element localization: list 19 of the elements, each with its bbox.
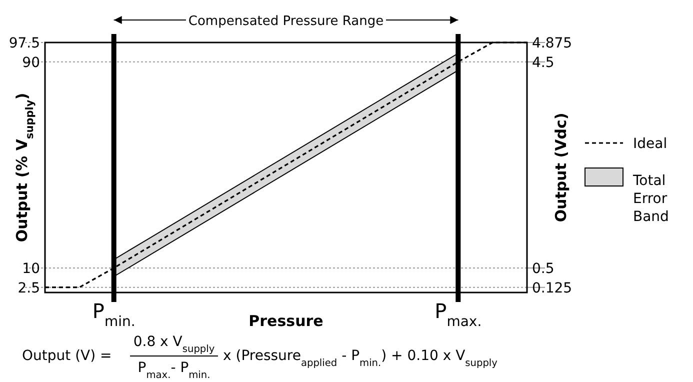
y2-tick-label: 0.125 bbox=[532, 280, 572, 296]
text: Compensated Pressure Range bbox=[188, 14, 384, 29]
text: Total Error Band bbox=[632, 173, 669, 225]
y2-tick-label: 4.875 bbox=[532, 36, 572, 52]
y2-tick-label: 4.5 bbox=[532, 54, 554, 71]
y-tick-label: 2.5 bbox=[18, 280, 40, 296]
x-tick-label: P$_{min.}$ bbox=[92, 299, 136, 330]
text: Output (V) = bbox=[22, 348, 112, 364]
text: x (Pressure$_{applied}$ - P$_{min.}$) + 0.10 x V$_{supply}$ bbox=[223, 348, 498, 368]
y2-tick-label: 0.5 bbox=[532, 261, 554, 278]
y-tick-label: 90 bbox=[22, 54, 40, 71]
legend-label: Ideal bbox=[633, 136, 668, 152]
y-tick-label: 97.5 bbox=[8, 36, 40, 52]
text: 0.8 x V$_{supply}$ bbox=[133, 334, 215, 354]
x-tick-label: P$_{max.}$ bbox=[434, 299, 482, 330]
y2-axis-title: Output (Vdc) bbox=[552, 112, 570, 222]
text: P$_{max.}$- P$_{min.}$ bbox=[138, 360, 210, 380]
y-tick-label: 10 bbox=[22, 261, 40, 278]
x-axis-title: Pressure bbox=[248, 312, 324, 330]
